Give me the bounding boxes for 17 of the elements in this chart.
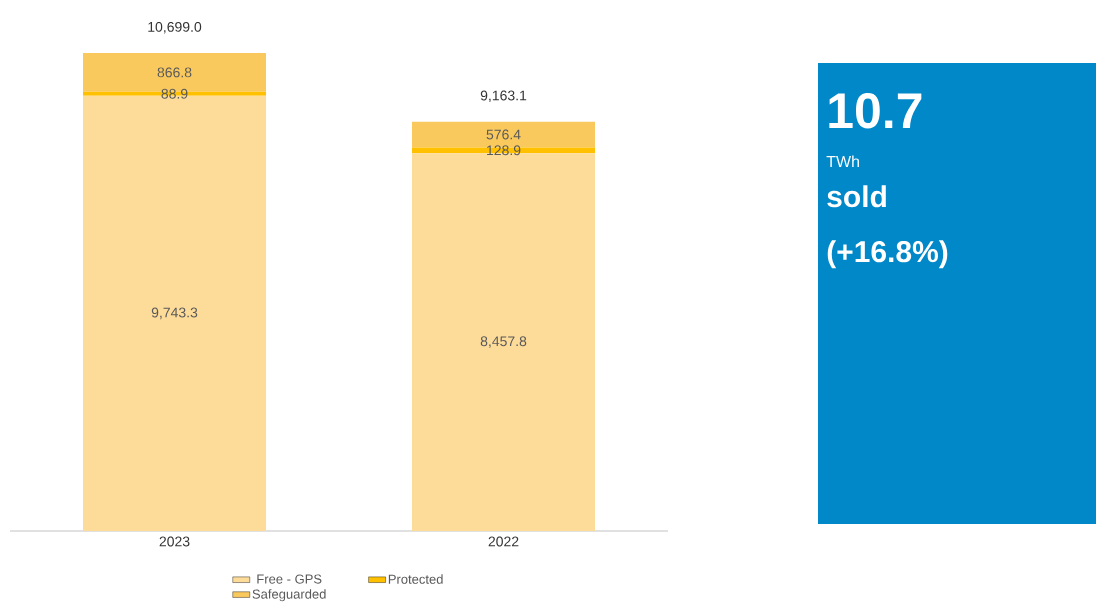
total-label: 10,699.0 xyxy=(148,21,202,34)
x-tick-label: 2023 xyxy=(159,536,190,547)
text: TWh xyxy=(826,155,859,167)
legend-label: Free - GPS xyxy=(257,574,322,584)
data-label: 9,743.3 xyxy=(151,307,198,320)
data-label: 576.4 xyxy=(486,129,521,140)
legend-label: Protected xyxy=(388,574,443,584)
bar xyxy=(412,147,596,154)
legend-label: Safeguarded xyxy=(252,589,326,602)
data-label: 866.8 xyxy=(157,67,192,78)
text: sold xyxy=(827,185,886,208)
data-label: 128.9 xyxy=(487,145,521,156)
text: (+16.8%) xyxy=(827,240,948,269)
x-tick-label: 2022 xyxy=(488,536,519,547)
total-label: 9,163.1 xyxy=(480,90,527,103)
text: 10.7 xyxy=(829,93,922,129)
data-label: 8,457.8 xyxy=(480,336,527,348)
